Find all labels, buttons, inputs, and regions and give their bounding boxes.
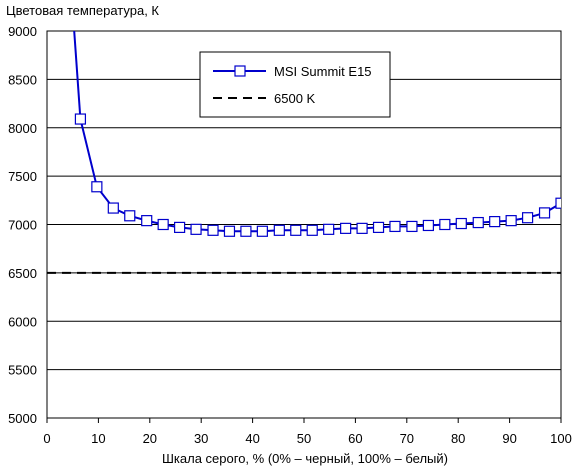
legend: MSI Summit E15 6500 K [199,51,391,118]
data-point-msi [157,218,169,231]
data-point-msi [521,212,534,224]
data-point-msi [489,215,501,228]
data-point-msi [240,225,252,237]
data-point-msi [472,216,484,229]
data-point-msi [223,225,236,237]
data-point-msi [290,224,302,236]
y-tick-label: 9000 [8,24,37,39]
legend-label-6500: 6500 K [274,91,316,106]
data-point-msi [439,218,451,231]
data-point-msi [422,219,434,232]
y-tick-label: 5000 [8,411,37,426]
x-tick-label: 100 [550,431,572,446]
y-tick-labels: 5000 5500 6000 6500 7000 7500 8000 8500 9000 [8,24,37,426]
x-tick-label: 10 [91,431,105,446]
grid [47,78,561,371]
data-point-msi [538,207,551,219]
data-point-msi [74,113,87,125]
y-tick-label: 7000 [8,218,37,233]
data-point-msi [141,215,153,227]
legend-box [199,51,391,118]
data-point-msi [124,210,136,222]
data-point-msi [340,222,352,234]
data-point-msi [256,225,268,237]
x-axis-title: Шкала серого, % (0% – черный, 100% – бел… [162,451,448,466]
data-point-msi [389,220,401,233]
x-tick-label: 70 [400,431,414,446]
data-point-msi [306,224,318,236]
data-point-msi [323,223,335,235]
data-point-msi [356,222,368,234]
x-tick-label: 0 [43,431,50,446]
legend-marker-msi [234,65,246,77]
x-tick-label: 40 [245,431,259,446]
y-tick-label: 6500 [8,266,37,281]
y-tick-label: 5500 [8,363,37,378]
data-point-msi [406,220,418,233]
x-tick-label: 50 [297,431,311,446]
data-point-msi [273,224,285,236]
data-point-msi [207,224,219,236]
data-point-msi [505,215,517,227]
y-tick-label: 8000 [8,121,37,136]
data-point-msi [107,202,119,214]
y-axis-title: Цветовая температура, К [6,3,159,18]
data-point-msi [455,217,467,230]
y-tick-label: 7500 [8,169,37,184]
x-tick-labels: 0 10 20 30 40 50 60 70 80 90 100 [43,418,572,446]
series-layer [47,31,561,274]
y-tick-label: 6000 [8,314,37,329]
data-point-msi [190,223,202,235]
data-point-msi [372,221,385,234]
legend-label-msi: MSI Summit E15 [274,64,372,79]
x-tick-label: 80 [451,431,465,446]
x-tick-label: 30 [194,431,208,446]
x-tick-label: 90 [502,431,516,446]
x-tick-label: 60 [348,431,362,446]
data-point-msi [555,197,561,209]
data-point-msi [174,221,186,234]
y-tick-label: 8500 [8,72,37,87]
x-tick-label: 20 [143,431,157,446]
data-point-msi [91,181,103,193]
